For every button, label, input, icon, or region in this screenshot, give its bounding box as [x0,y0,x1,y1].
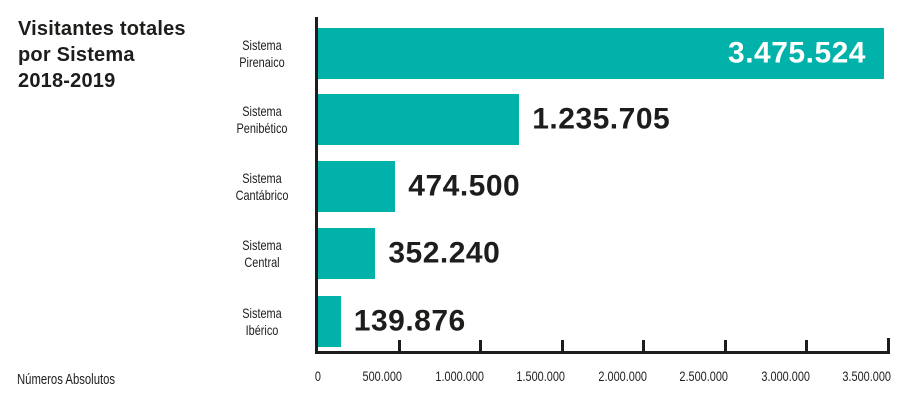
x-axis-tick-label: 3.500.000 [842,368,891,384]
x-axis-tick [642,340,646,351]
bar [318,161,396,212]
category-label: Sistema Cantábrico [235,169,289,203]
x-axis-tick [560,340,564,351]
y-axis-line [315,17,318,354]
value-label: 3.475.524 [728,35,866,69]
bar [318,28,884,79]
x-axis-tick-label: 1.000.000 [435,368,484,384]
bar [318,296,341,347]
value-label: 1.235.705 [532,101,671,135]
chart-title: Visitantes totales por Sistema 2018-2019 [18,18,186,92]
x-axis-tick-label: 500.000 [362,368,403,384]
bar [318,228,376,279]
value-label: 139.876 [353,303,466,337]
category-label: Sistema Ibérico [242,304,282,338]
x-axis-tick [805,340,809,351]
x-axis-tick-label: 0 [314,368,321,384]
x-axis-tick [397,340,401,351]
bar [318,94,520,145]
x-axis-tick-label: 1.500.000 [516,368,566,384]
value-label: 474.500 [408,168,521,202]
x-axis-tick-label: 2.500.000 [679,368,729,384]
axis-caption: Números Absolutos [17,372,116,388]
x-axis-tick-label: 3.000.000 [760,368,810,384]
x-axis-tick [886,338,890,351]
category-label: Sistema Central [242,236,282,270]
x-axis-tick [723,340,727,351]
category-label: Sistema Pirenaico [239,36,285,70]
x-axis-tick [479,340,483,351]
value-label: 352.240 [388,235,501,269]
category-label: Sistema Penibético [236,102,288,136]
x-axis-line [315,351,890,354]
x-axis-tick-label: 2.000.000 [598,368,647,384]
